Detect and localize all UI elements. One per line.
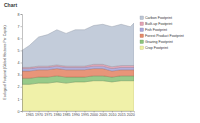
tick-mark bbox=[21, 38, 23, 39]
tick: 1 bbox=[18, 98, 23, 102]
tick-label: 2005 bbox=[99, 113, 107, 117]
tick-label: 1975 bbox=[44, 113, 52, 117]
tick: 2000 bbox=[90, 111, 98, 117]
tick-mark bbox=[21, 75, 23, 76]
y-axis-title: Ecological Footprint (Global Hectares Pe… bbox=[3, 25, 7, 99]
tick: 1990 bbox=[72, 111, 80, 117]
tick-mark bbox=[21, 63, 23, 64]
tick: 1970 bbox=[35, 111, 43, 117]
legend-label: Carbon Footprint bbox=[145, 16, 172, 20]
tick-label: 4 bbox=[18, 61, 20, 65]
legend-item: Forest Product Footprint bbox=[140, 34, 184, 38]
tick-label: 6 bbox=[18, 37, 20, 41]
tick-label: 2 bbox=[18, 85, 20, 89]
tick-label: 1965 bbox=[26, 113, 34, 117]
area bbox=[22, 81, 134, 111]
legend-item: Carbon Footprint bbox=[140, 16, 172, 20]
legend-swatch bbox=[140, 16, 144, 20]
tick-label: 7 bbox=[18, 25, 20, 29]
tick: 3 bbox=[18, 73, 23, 77]
tick-label: 3 bbox=[18, 73, 20, 77]
tick: 8 bbox=[18, 13, 23, 17]
tick-label: 2020 bbox=[127, 113, 135, 117]
tick: 7 bbox=[18, 25, 23, 29]
tick: 2010 bbox=[108, 111, 116, 117]
tick: 1995 bbox=[81, 111, 89, 117]
tick: 1980 bbox=[53, 111, 61, 117]
legend-swatch bbox=[140, 22, 144, 26]
legend-swatch bbox=[140, 40, 144, 44]
legend-item: Crop Footprint bbox=[140, 46, 168, 50]
tick: 2015 bbox=[118, 111, 126, 117]
legend: Carbon Footprint Built-up Footprint Fish F… bbox=[140, 16, 184, 50]
tick-label: 1995 bbox=[81, 113, 89, 117]
tick: 4 bbox=[18, 61, 23, 65]
tick: 2 bbox=[18, 85, 23, 89]
tick-mark bbox=[21, 87, 23, 88]
legend-label: Fish Footprint bbox=[145, 28, 167, 32]
tick-label: 2010 bbox=[108, 113, 116, 117]
area bbox=[22, 23, 134, 67]
legend-item: Fish Footprint bbox=[140, 28, 167, 32]
tick-label: 1 bbox=[18, 98, 20, 102]
tick-label: 2015 bbox=[118, 113, 126, 117]
tick: 6 bbox=[18, 37, 23, 41]
tick-label: 2000 bbox=[90, 113, 98, 117]
tick: 5 bbox=[18, 49, 23, 53]
tick-label: 0 bbox=[18, 110, 20, 114]
tick-mark bbox=[21, 14, 23, 15]
tick: 2005 bbox=[99, 111, 107, 117]
legend-item: Built-up Footprint bbox=[140, 22, 172, 26]
tick-label: 1985 bbox=[63, 113, 71, 117]
y-axis: 0 1 2 3 4 5 6 7 8 bbox=[18, 13, 23, 114]
legend-label: Crop Footprint bbox=[145, 46, 168, 50]
tick-label: 5 bbox=[18, 49, 20, 53]
tick-label: 1990 bbox=[72, 113, 80, 117]
legend-label: Built-up Footprint bbox=[145, 22, 172, 26]
legend-label: Grazing Footprint bbox=[145, 40, 173, 44]
chart: Chart Ecological Footprint (Global Hectar… bbox=[0, 0, 200, 123]
legend-swatch bbox=[140, 28, 144, 32]
title: Chart bbox=[4, 2, 17, 8]
plot: 1965197019751980198519901995200020052010… bbox=[18, 13, 135, 117]
tick: 1985 bbox=[63, 111, 71, 117]
tick: 1965 bbox=[26, 111, 34, 117]
axis-line bbox=[21, 15, 23, 112]
tick: 2020 bbox=[127, 111, 135, 117]
tick-mark bbox=[21, 99, 23, 100]
areas bbox=[22, 23, 134, 111]
legend-label: Forest Product Footprint bbox=[145, 34, 184, 38]
tick-mark bbox=[21, 50, 23, 51]
legend-swatch bbox=[140, 34, 144, 38]
tick: 0 bbox=[18, 110, 23, 114]
tick-mark bbox=[21, 26, 23, 27]
tick-label: 1980 bbox=[53, 113, 61, 117]
legend-swatch bbox=[140, 46, 144, 50]
tick: 1975 bbox=[44, 111, 52, 117]
tick-label: 8 bbox=[18, 13, 20, 17]
legend-item: Grazing Footprint bbox=[140, 40, 173, 44]
tick-mark bbox=[21, 111, 23, 112]
x-axis: 1965197019751980198519901995200020052010… bbox=[23, 111, 135, 117]
tick-label: 1970 bbox=[35, 113, 43, 117]
